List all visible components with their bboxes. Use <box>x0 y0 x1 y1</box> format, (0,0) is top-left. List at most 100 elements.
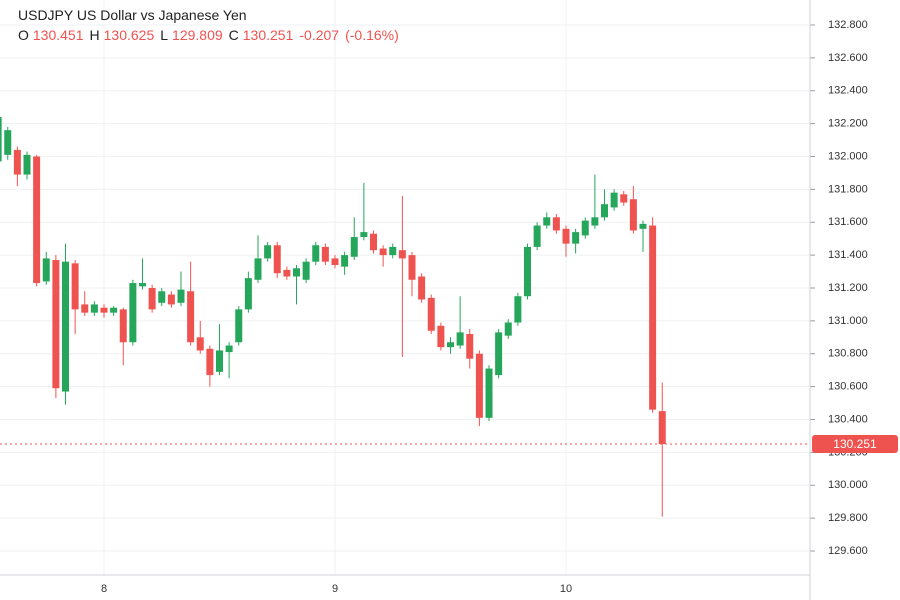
candle-body <box>225 345 233 353</box>
candle-body <box>33 156 41 284</box>
candle-body <box>71 263 79 310</box>
y-tick-label: 130.600 <box>828 381 868 393</box>
candle-body <box>581 220 589 236</box>
y-tick-label: 131.600 <box>828 216 868 228</box>
candle-body <box>533 225 541 247</box>
y-tick-label: 129.600 <box>828 545 868 557</box>
candle-body <box>187 291 195 343</box>
candle-body <box>139 283 146 287</box>
candle-body <box>447 342 454 348</box>
candle-body <box>418 276 426 300</box>
candle-body <box>360 232 368 238</box>
candle-body <box>158 291 166 303</box>
y-tick-label: 130.400 <box>828 413 868 425</box>
candle-body <box>475 353 483 418</box>
y-tick-label: 132.200 <box>828 118 868 130</box>
candle-body <box>350 237 358 257</box>
y-tick-label: 130.000 <box>828 479 868 491</box>
y-tick-label: 129.800 <box>828 512 868 524</box>
candle-body <box>321 246 329 262</box>
y-tick-label: 132.600 <box>828 52 868 64</box>
candle-body <box>427 297 435 331</box>
last-price-label: 130.251 <box>833 437 877 451</box>
candle-body <box>466 334 474 359</box>
candle-body <box>398 250 406 259</box>
candle-body <box>514 296 522 323</box>
chart-title: USDJPY US Dollar vs Japanese Yen <box>18 7 247 23</box>
candle-body <box>572 232 580 244</box>
candle-body <box>293 268 300 277</box>
candle-body <box>216 350 223 372</box>
candle-body <box>302 261 310 280</box>
candle-body <box>456 332 464 346</box>
candle-body <box>543 217 551 226</box>
candle-body <box>235 309 243 343</box>
candle-body <box>100 307 108 313</box>
candle-body <box>81 304 89 313</box>
candle-body <box>649 225 657 410</box>
change: -0.207 <box>299 27 340 43</box>
field-value: 129.809 <box>172 27 223 43</box>
y-tick-label: 131.400 <box>828 249 868 261</box>
header: USDJPY US Dollar vs Japanese Yen O 130.45… <box>18 5 405 45</box>
candle-body <box>13 149 21 175</box>
candle-body <box>177 289 185 303</box>
candle-body <box>110 307 118 313</box>
candle-body <box>273 245 281 274</box>
y-tick-label: 131.800 <box>828 183 868 195</box>
candle-body <box>331 258 339 265</box>
candle-body <box>4 130 12 155</box>
candle-body <box>90 304 98 313</box>
candle-body <box>610 192 618 208</box>
candle-body <box>591 217 599 226</box>
y-tick-label: 132.400 <box>828 85 868 97</box>
y-tick-label: 130.800 <box>828 348 868 360</box>
y-tick-label: 132.000 <box>828 150 868 162</box>
candle-body <box>196 337 204 351</box>
last-price-tag <box>812 434 898 453</box>
candle-body <box>148 287 156 310</box>
y-tick-label: 132.800 <box>828 19 868 31</box>
candle-body <box>167 294 175 305</box>
x-tick-label: 10 <box>560 583 572 595</box>
field-key: C <box>228 27 239 43</box>
candle-body <box>658 411 666 444</box>
candle-body <box>504 322 512 336</box>
candle-body <box>62 261 69 392</box>
field-key: L <box>160 27 169 43</box>
candle-body <box>23 154 31 175</box>
y-tick-label: 131.000 <box>828 315 868 327</box>
x-tick-label: 8 <box>101 583 107 595</box>
field-key: O <box>18 27 29 43</box>
candle-body <box>408 255 416 280</box>
change-pct: (-0.16%) <box>345 27 399 43</box>
candle-body <box>0 117 2 162</box>
y-tick-label: 131.200 <box>828 282 868 294</box>
candle-body <box>283 269 291 277</box>
field-key: H <box>89 27 100 43</box>
candle-body <box>379 248 387 256</box>
candle-body <box>485 368 493 418</box>
candle-body <box>524 246 531 297</box>
candle-body <box>129 283 137 343</box>
candle-body <box>552 217 560 231</box>
candle-body <box>206 348 214 376</box>
ohlc-row: O 130.451 H 130.625 L 129.809 C 130.251 -0.207 (-… <box>18 25 405 45</box>
candle-body <box>370 233 377 251</box>
candle-body <box>629 199 637 231</box>
candle-body <box>562 228 570 244</box>
x-tick-label: 9 <box>332 583 338 595</box>
candle-body <box>341 255 349 267</box>
candle-body <box>52 260 60 389</box>
candle-body <box>437 325 445 348</box>
field-value: 130.451 <box>32 27 84 43</box>
candle-body <box>244 278 252 310</box>
candle-body <box>389 246 397 256</box>
field-value: 130.625 <box>103 27 155 43</box>
candle-body <box>42 258 50 282</box>
candle-body <box>264 245 272 259</box>
candle-body <box>119 309 127 343</box>
candle-body <box>312 245 320 262</box>
